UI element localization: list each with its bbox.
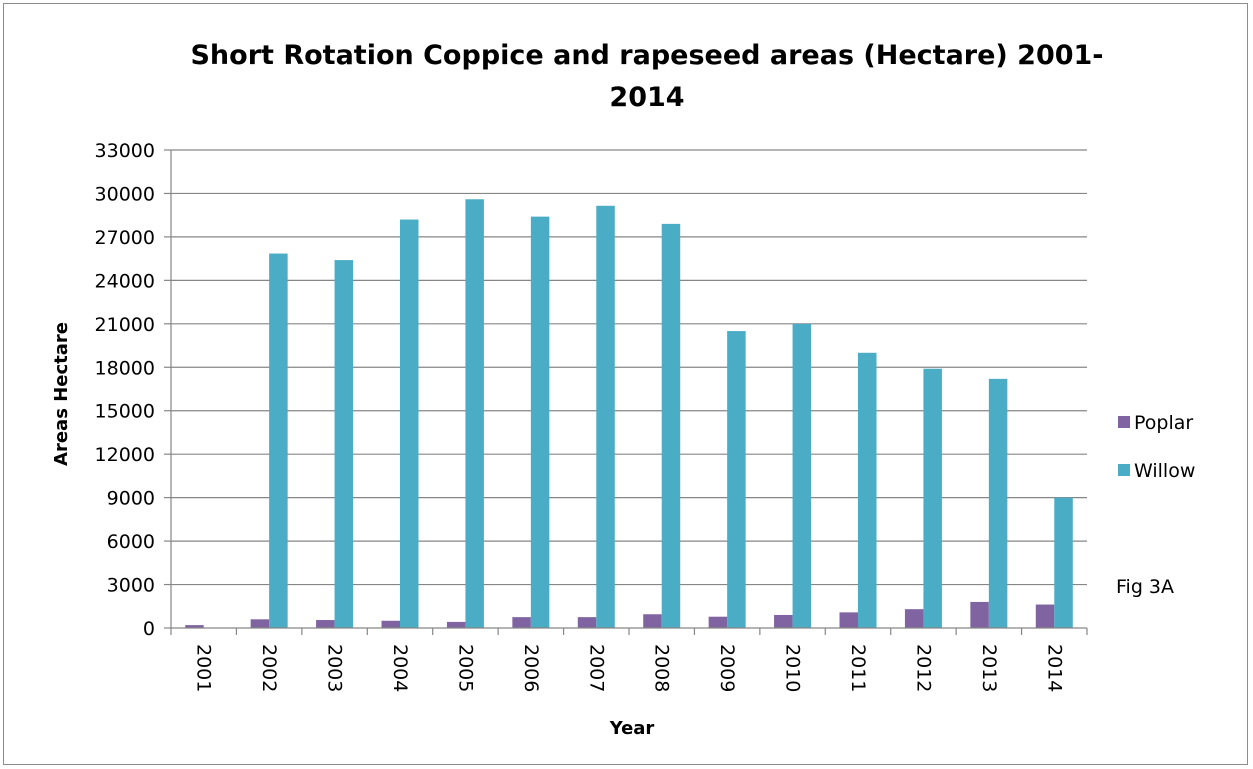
x-tick-label: 2014 [1043, 644, 1065, 692]
x-tick-label: 2006 [520, 644, 542, 692]
y-tick-label: 3000 [107, 575, 155, 597]
x-tick-label: 2001 [193, 644, 215, 692]
bar-willow-2007 [596, 205, 615, 628]
bar-willow-2013 [988, 378, 1008, 628]
chart: Short Rotation Coppice and rapeseed area… [51, 40, 1195, 739]
legend-label-poplar: Poplar [1134, 412, 1193, 434]
bar-poplar-2012 [904, 609, 924, 628]
bar-willow-2006 [530, 216, 550, 628]
bar-poplar-2002 [250, 619, 270, 628]
y-tick-label: 12000 [95, 444, 155, 466]
bar-poplar-2009 [708, 616, 728, 628]
bar-poplar-2011 [839, 612, 858, 628]
x-tick-label: 2007 [585, 644, 607, 692]
bar-willow-2004 [400, 219, 419, 628]
bar-poplar-2006 [512, 617, 531, 628]
x-tick-label: 2008 [651, 644, 673, 692]
bar-willow-2008 [661, 223, 681, 628]
x-tick-label: 2003 [324, 644, 346, 692]
x-tick-label: 2004 [389, 644, 411, 692]
y-tick-label: 24000 [95, 270, 155, 292]
y-tick-labels: 0 3000 6000 9000 12000 15000 18000 21000 24000 27… [95, 140, 155, 640]
x-axis-title: Year [609, 718, 655, 739]
bar-poplar-2010 [774, 614, 793, 628]
y-tick-label: 27000 [95, 227, 155, 249]
figure-label: Fig 3A [1116, 576, 1174, 598]
legend-swatch-poplar [1118, 416, 1130, 428]
bar-willow-2002 [269, 253, 288, 629]
bar-poplar-2014 [1035, 604, 1055, 628]
x-tick-label: 2013 [978, 644, 1000, 692]
y-tick-label: 21000 [95, 314, 155, 336]
chart-title-line-1: Short Rotation Coppice and rapeseed area… [190, 40, 1103, 71]
x-tick-label: 2011 [847, 644, 869, 692]
bar-willow-2005 [465, 199, 484, 629]
bar-poplar-2004 [381, 620, 400, 628]
y-tick-label: 18000 [95, 357, 155, 379]
y-tick-label: 33000 [95, 140, 155, 162]
x-tick-labels: 2001 2002 2003 2004 2005 2006 2007 2008 2009 2010… [193, 644, 1066, 692]
bar-poplar-2013 [970, 601, 989, 628]
bar-poplar-2001 [185, 625, 204, 628]
x-tick-label: 2002 [258, 644, 280, 692]
y-tick-label: 30000 [95, 183, 155, 205]
bar-willow-2009 [727, 331, 746, 628]
y-tick-label: 0 [143, 618, 155, 640]
bar-willow-2010 [792, 323, 812, 628]
bar-willow-2014 [1054, 497, 1073, 628]
y-axis-title: Areas Hectare [51, 322, 72, 466]
bar-poplar-2008 [643, 614, 662, 628]
bar-poplar-2005 [446, 621, 466, 628]
chart-frame: Short Rotation Coppice and rapeseed area… [3, 3, 1248, 765]
x-tick-label: 2010 [782, 644, 804, 692]
bar-poplar-2003 [316, 620, 335, 628]
axes [170, 150, 1088, 635]
gridlines [164, 149, 1087, 629]
bar-willow-2003 [334, 260, 354, 628]
y-tick-label: 6000 [107, 531, 155, 553]
x-tick-label: 2012 [912, 644, 934, 692]
legend-swatch-willow [1118, 464, 1130, 476]
legend-label-willow: Willow [1134, 460, 1195, 482]
bar-willow-2012 [923, 368, 942, 628]
bars [185, 199, 1073, 629]
chart-title-line-2: 2014 [609, 82, 684, 113]
y-tick-label: 9000 [107, 488, 155, 510]
y-tick-label: 15000 [95, 401, 155, 423]
bar-willow-2011 [858, 352, 877, 628]
legend: Poplar Willow [1118, 412, 1195, 482]
bar-poplar-2007 [577, 617, 597, 628]
x-tick-label: 2005 [454, 644, 476, 692]
x-tick-label: 2009 [716, 644, 738, 692]
